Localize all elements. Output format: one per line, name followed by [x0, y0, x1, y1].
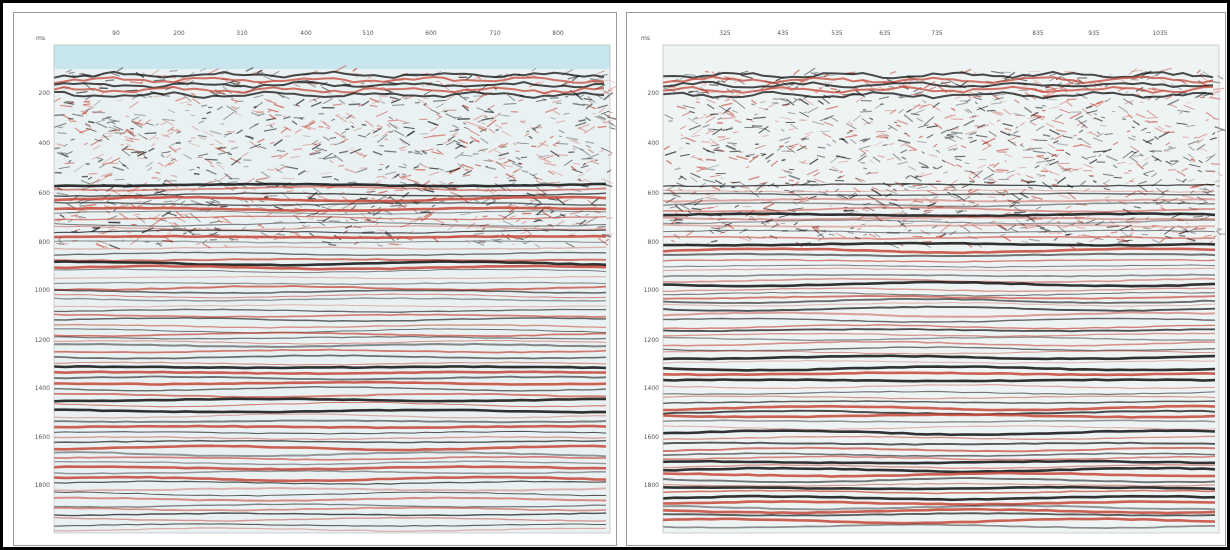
- axis-unit-label-right: ms: [641, 35, 650, 42]
- time-tick-label: 1200: [644, 337, 659, 344]
- time-tick-label: 600: [648, 190, 660, 197]
- trace-tick-label: 635: [879, 30, 891, 37]
- time-tick-label: 1200: [35, 337, 50, 344]
- plot-border-right: [662, 44, 1220, 534]
- seismic-section-left: ms 90 200 310 400 510 600 710 800 200 40…: [35, 30, 616, 534]
- seismic-data-left: [53, 45, 616, 533]
- time-tick-label: 1600: [35, 434, 50, 441]
- time-tick-label: 1000: [35, 287, 50, 294]
- time-tick-label: 600: [39, 190, 51, 197]
- plot-border-left: [53, 44, 611, 534]
- time-tick-label: 1600: [644, 434, 659, 441]
- time-tick-label: 1800: [644, 482, 659, 489]
- trace-tick-label: 325: [719, 30, 731, 37]
- time-tick-label: 1400: [35, 385, 50, 392]
- time-tick-label: 200: [648, 90, 660, 97]
- trace-tick-label: 935: [1088, 30, 1100, 37]
- seismic-panel-right: ms 325 435 535 635 735 835 935 1035 200 …: [626, 12, 1226, 546]
- seismic-panel-left: ms 90 200 310 400 510 600 710 800 200 40…: [13, 12, 617, 546]
- trace-tick-label: 600: [425, 30, 437, 37]
- time-tick-label: 200: [39, 90, 51, 97]
- time-tick-label: 1400: [644, 385, 659, 392]
- time-tick-label: 400: [39, 140, 51, 147]
- trace-axis-right: 325 435 535 635 735 835 935 1035: [719, 30, 1168, 37]
- time-axis-left: 200 400 600 800 1000 1200 1400 1600 1800: [35, 90, 50, 489]
- time-tick-label: 800: [648, 239, 660, 246]
- trace-axis-left: 90 200 310 400 510 600 710 800: [112, 30, 564, 37]
- trace-tick-label: 510: [362, 30, 374, 37]
- trace-tick-label: 800: [552, 30, 564, 37]
- trace-tick-label: 400: [300, 30, 312, 37]
- time-tick-label: 1000: [644, 287, 659, 294]
- trace-tick-label: 1035: [1152, 30, 1167, 37]
- time-tick-label: 800: [39, 239, 51, 246]
- trace-tick-label: 310: [236, 30, 248, 37]
- trace-tick-label: 735: [931, 30, 943, 37]
- seismic-section-right: ms 325 435 535 635 735 835 935 1035 200 …: [641, 30, 1225, 534]
- time-axis-right: 200 400 600 800 1000 1200 1400 1600 1800: [644, 90, 659, 489]
- axis-unit-label-left: ms: [36, 35, 45, 42]
- trace-tick-label: 535: [831, 30, 843, 37]
- trace-tick-label: 710: [489, 30, 501, 37]
- time-tick-label: 400: [648, 140, 660, 147]
- trace-tick-label: 200: [173, 30, 185, 37]
- trace-tick-label: 90: [112, 30, 120, 37]
- trace-tick-label: 435: [777, 30, 789, 37]
- trace-tick-label: 835: [1032, 30, 1044, 37]
- time-tick-label: 1800: [35, 482, 50, 489]
- seismic-data-right: [662, 45, 1225, 533]
